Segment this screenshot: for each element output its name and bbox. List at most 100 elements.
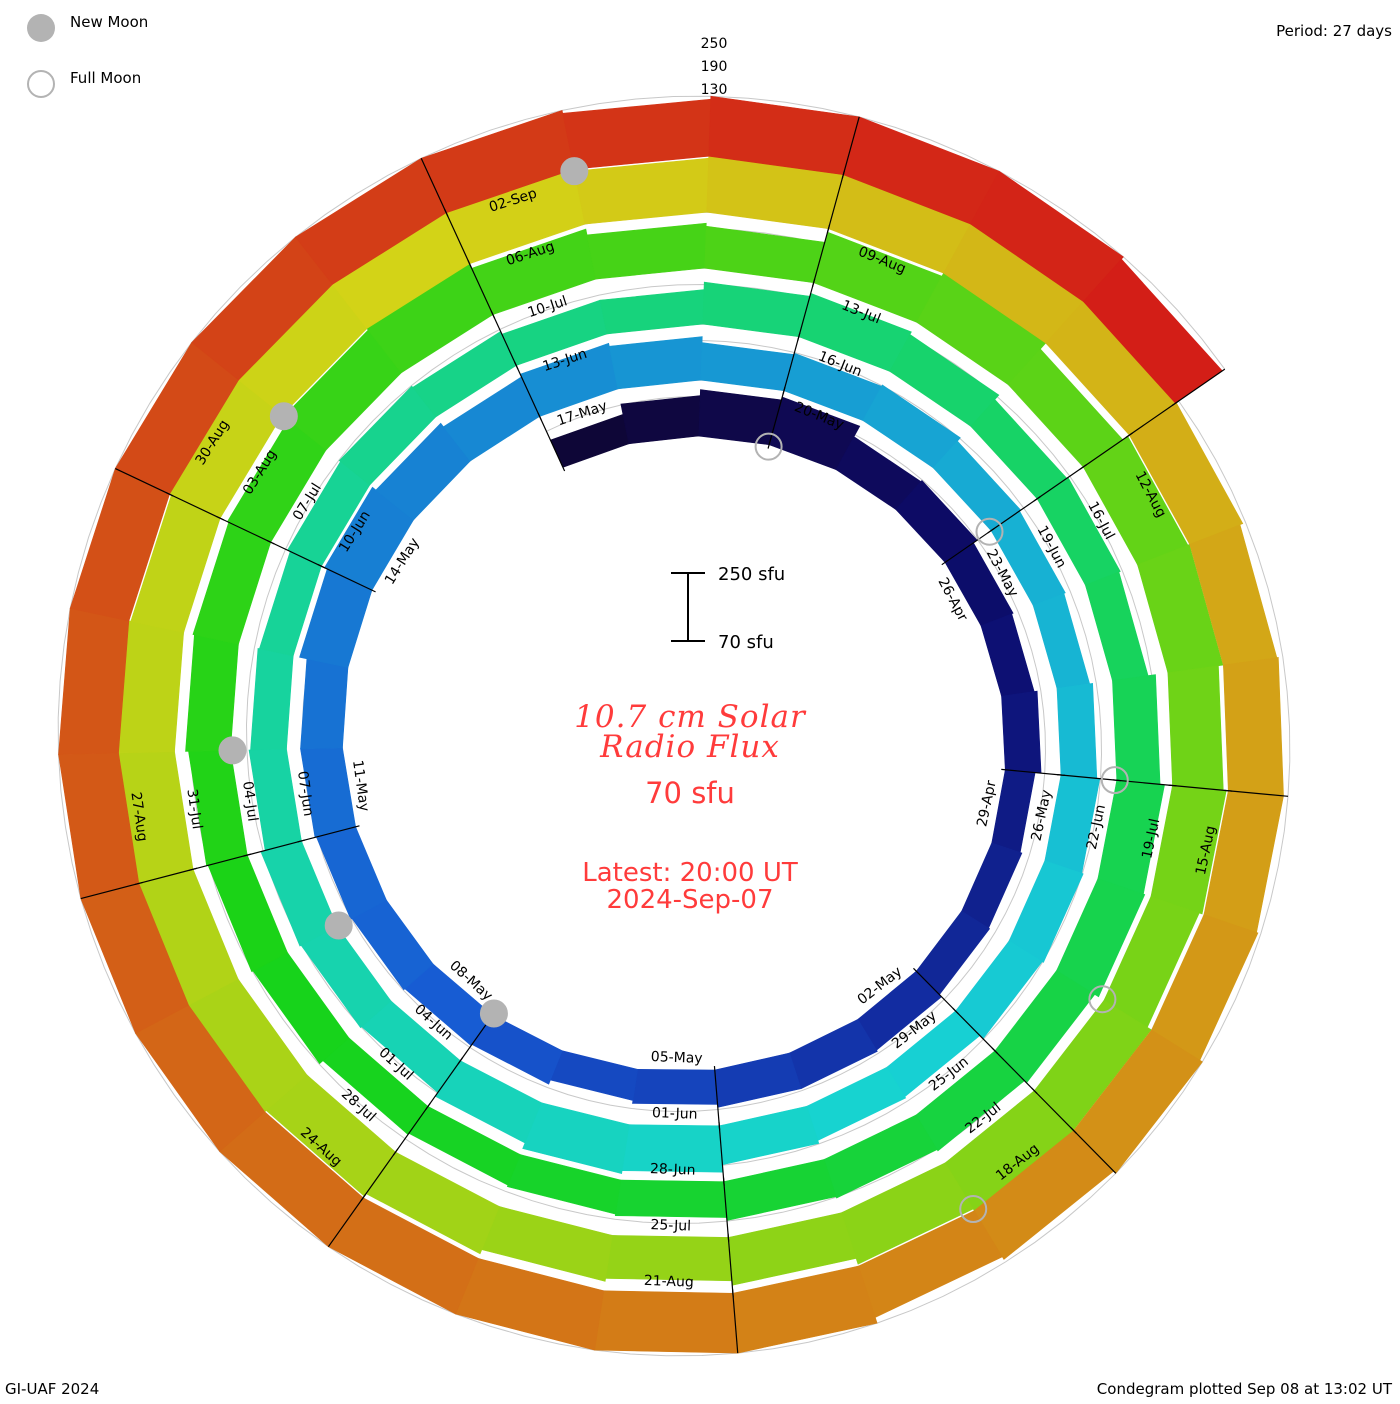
day-tick-9 bbox=[1001, 768, 1066, 776]
radial-tick-130: 130 bbox=[701, 82, 728, 98]
full-moon-marker-2 bbox=[1100, 766, 1129, 795]
day-tick-36 bbox=[1056, 774, 1121, 782]
date-label-28-Jun: 28-Jun bbox=[650, 1161, 696, 1179]
flux-bar-day-84 bbox=[704, 225, 826, 284]
day-tick-24 bbox=[317, 563, 376, 593]
day-tick-141 bbox=[1171, 368, 1226, 407]
full-moon-marker-0 bbox=[754, 432, 783, 461]
day-tick-72 bbox=[392, 1102, 431, 1156]
flux-bar-day-131 bbox=[58, 607, 130, 755]
date-label-05-May: 05-May bbox=[651, 1049, 703, 1067]
flux-bar-day-11 bbox=[961, 842, 1023, 929]
date-label-27-Aug: 27-Aug bbox=[127, 791, 150, 843]
day-tick-93 bbox=[1031, 1087, 1077, 1134]
latest-time: Latest: 20:00 UT bbox=[582, 858, 798, 888]
flux-bar-day-38 bbox=[1008, 860, 1084, 963]
day-tick-117 bbox=[1224, 789, 1289, 797]
day-tick-45 bbox=[425, 1057, 464, 1111]
flux-bar-day-3 bbox=[698, 389, 782, 446]
radial-tick-labels: 250 190 130 bbox=[701, 36, 728, 98]
flux-bar-day-65 bbox=[1056, 878, 1146, 998]
day-tick-96 bbox=[727, 1233, 734, 1298]
new-moon-marker-2 bbox=[218, 736, 247, 765]
flux-bar-day-2 bbox=[620, 395, 701, 445]
day-tick-120 bbox=[1070, 1127, 1117, 1174]
scale-bar-top-label: 250 sfu bbox=[718, 564, 785, 585]
date-label-01-Jun: 01-Jun bbox=[652, 1105, 698, 1123]
day-tick-132 bbox=[115, 467, 174, 497]
new-moon-legend-label: New Moon bbox=[70, 13, 149, 31]
day-ticks bbox=[80, 116, 1289, 1354]
flux-bar-day-8 bbox=[980, 613, 1035, 697]
new-moon-marker-1 bbox=[324, 911, 353, 940]
date-label-21-Aug: 21-Aug bbox=[644, 1273, 694, 1291]
day-tick-27 bbox=[514, 361, 542, 421]
day-tick-0 bbox=[537, 412, 566, 472]
day-tick-135 bbox=[420, 158, 449, 217]
scale-bar: 250 sfu 70 sfu bbox=[671, 564, 785, 653]
flux-bar-day-90 bbox=[1167, 665, 1224, 791]
day-tick-114 bbox=[1125, 400, 1180, 438]
full-moon-legend-label: Full Moon bbox=[70, 69, 142, 87]
flux-bar-day-137 bbox=[562, 98, 712, 170]
flux-bar-day-32 bbox=[862, 384, 961, 469]
flux-bar-day-29 bbox=[608, 336, 703, 390]
day-tick-138 bbox=[841, 116, 860, 179]
flux-bar-day-26 bbox=[375, 422, 471, 521]
day-tick-63 bbox=[1112, 779, 1177, 787]
flux-bar-day-117 bbox=[1223, 657, 1284, 797]
chart-title-line2: Radio Flux bbox=[600, 729, 780, 765]
flux-bar-day-59 bbox=[889, 334, 1000, 427]
day-tick-99 bbox=[360, 1148, 399, 1202]
day-tick-102 bbox=[134, 867, 198, 886]
day-tick-60 bbox=[1033, 464, 1087, 502]
date-label-07-Jun: 07-Jun bbox=[294, 770, 316, 817]
radial-tick-190: 190 bbox=[701, 59, 728, 75]
day-tick-39 bbox=[952, 1007, 999, 1055]
day-tick-21 bbox=[297, 825, 360, 843]
day-tick-81 bbox=[467, 259, 496, 319]
new-moon-marker-4 bbox=[560, 157, 589, 186]
day-tick-15 bbox=[713, 1065, 721, 1130]
day-tick-87 bbox=[1079, 432, 1134, 470]
date-label-31-Jul: 31-Jul bbox=[183, 788, 204, 830]
flux-bar-day-68 bbox=[823, 1114, 938, 1199]
flux-bar-day-95 bbox=[840, 1162, 974, 1265]
date-label-11-May: 11-May bbox=[349, 759, 372, 813]
latest-date: 2024-Sep-07 bbox=[606, 885, 774, 915]
flux-bar-day-89 bbox=[1137, 544, 1224, 674]
flux-bar-day-69 bbox=[723, 1159, 837, 1221]
chart-title: 10.7 cm Solar Radio Flux bbox=[490, 702, 890, 765]
day-tick-75 bbox=[189, 853, 252, 871]
current-flux-value: 70 sfu bbox=[645, 776, 735, 810]
date-label-25-Jul: 25-Jul bbox=[650, 1217, 691, 1234]
day-tick-3 bbox=[767, 386, 786, 449]
flux-bar-day-9 bbox=[1001, 690, 1042, 774]
flux-bar-day-42 bbox=[718, 1105, 820, 1166]
day-tick-57 bbox=[797, 278, 816, 341]
scale-bar-bottom-label: 70 sfu bbox=[718, 632, 774, 653]
day-tick-33 bbox=[987, 495, 1041, 534]
flux-bar-day-57 bbox=[702, 281, 811, 338]
day-tick-42 bbox=[718, 1121, 725, 1186]
flux-bar-day-16 bbox=[632, 1069, 718, 1105]
flux-bar-day-70 bbox=[614, 1179, 728, 1218]
day-tick-48 bbox=[243, 839, 306, 857]
day-tick-123 bbox=[731, 1289, 739, 1354]
day-tick-105 bbox=[165, 491, 225, 521]
flux-bar-day-56 bbox=[599, 289, 705, 335]
full-moon-marker-4 bbox=[959, 1195, 988, 1224]
flux-bar-day-124 bbox=[594, 1290, 739, 1354]
day-tick-54 bbox=[490, 310, 519, 370]
period-label: Period: 27 days bbox=[1276, 22, 1392, 40]
flux-bar-day-53 bbox=[338, 385, 437, 486]
radial-tick-250: 250 bbox=[701, 36, 728, 52]
day-tick-78 bbox=[216, 515, 275, 545]
day-tick-51 bbox=[266, 539, 326, 569]
flux-bar-day-23 bbox=[300, 658, 349, 750]
new-moon-marker-0 bbox=[479, 999, 508, 1028]
flux-bar-day-36 bbox=[1056, 683, 1098, 779]
full-moon-marker-3 bbox=[1088, 985, 1117, 1014]
